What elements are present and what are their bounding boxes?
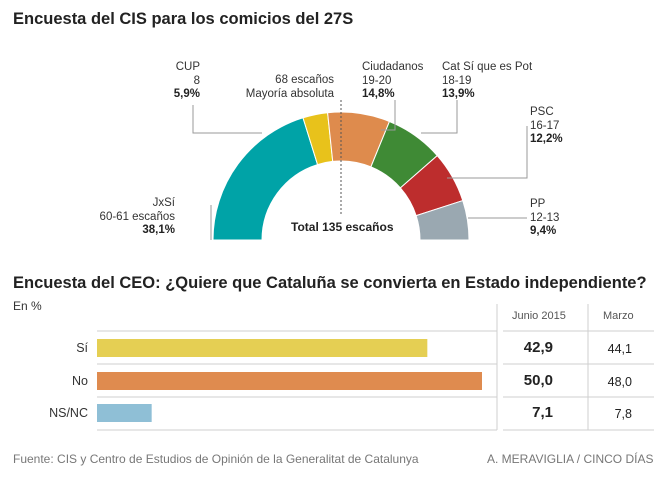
donut-total-label: Total 135 escaños [291,220,394,234]
value-march-nsnc: 7,8 [614,407,632,421]
value-june-si: 42,9 [523,339,553,356]
bar-category-si: Sí [76,341,88,355]
bar-si [97,339,428,357]
label-cup: CUP 8 5,9% [173,61,200,100]
bar-nsnc [97,404,152,422]
label-jxsi: JxSí 60-61 escaños 38,1% [99,197,175,236]
bar-category-nsnc: NS/NC [49,406,88,420]
col-header-march: Marzo [603,310,634,322]
bar-no [97,372,482,390]
leader-line [381,100,396,131]
credit: A. MERAVIGLIA / CINCO DÍAS [487,452,654,466]
leader-line [421,100,458,134]
leader-line [192,105,262,134]
label-majority: 68 escaños Mayoría absoluta [245,74,334,100]
source-note: Fuente: CIS y Centro de Estudios de Opin… [13,452,419,466]
bar-category-no: No [72,374,88,388]
chart-title-cis: Encuesta del CIS para los comicios del 2… [13,10,354,28]
label-pp: PP 12-13 9,4% [530,198,560,237]
unit-label: En % [13,299,42,313]
label-catsiquees: Cat Sí que es Pot 18-19 13,9% [442,61,533,100]
label-psc: PSC 16-17 12,2% [530,106,563,145]
value-march-no: 48,0 [607,375,632,389]
donut-slice-pp [415,199,470,241]
value-june-no: 50,0 [523,372,553,389]
value-june-nsnc: 7,1 [532,404,553,421]
col-header-june: Junio 2015 [512,310,566,322]
chart-title-ceo: Encuesta del CEO: ¿Quiere que Cataluña s… [13,274,647,292]
label-ciudadanos: Ciudadanos 19-20 14,8% [362,61,424,100]
leader-line [447,126,528,179]
value-march-si: 44,1 [607,342,632,356]
